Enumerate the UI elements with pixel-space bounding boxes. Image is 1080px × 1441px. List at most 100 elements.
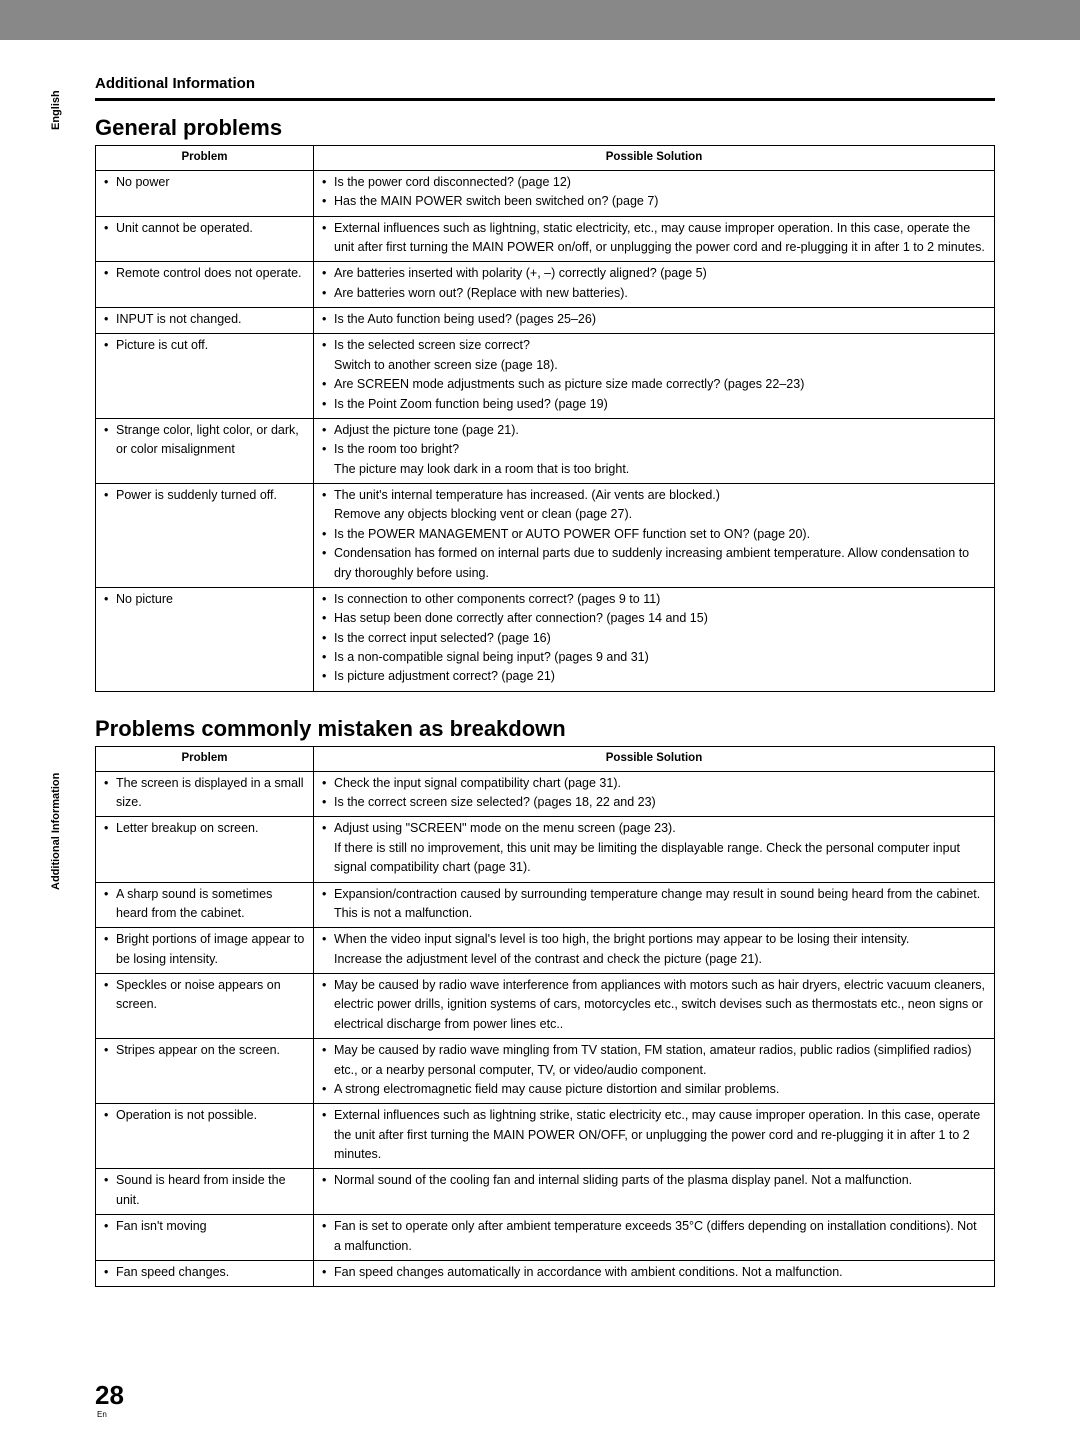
bullet: • — [104, 774, 116, 793]
bullet: • — [322, 1171, 334, 1190]
cell-text: When the video input signal's level is t… — [334, 930, 986, 949]
table-row: •No power•Is the power cord disconnected… — [96, 170, 995, 216]
cell-text: Normal sound of the cooling fan and inte… — [334, 1171, 986, 1190]
solution-cell: •Adjust using "SCREEN" mode on the menu … — [314, 817, 995, 882]
problem-cell: •Letter breakup on screen. — [96, 817, 314, 882]
th-problem: Problem — [96, 146, 314, 171]
bullet: • — [322, 192, 334, 211]
cell-text: No power — [116, 173, 305, 192]
cell-text: Remote control does not operate. — [116, 264, 305, 283]
cell-text: Expansion/contraction caused by surround… — [334, 885, 986, 924]
cell-text: Has the MAIN POWER switch been switched … — [334, 192, 986, 211]
cell-text: Has setup been done correctly after conn… — [334, 609, 986, 628]
cell-text: Speckles or noise appears on screen. — [116, 976, 305, 1015]
bullet: • — [322, 774, 334, 793]
solution-cell: •Expansion/contraction caused by surroun… — [314, 882, 995, 928]
cell-text: The screen is displayed in a small size. — [116, 774, 305, 813]
solution-cell: •May be caused by radio wave mingling fr… — [314, 1039, 995, 1104]
section-rule — [95, 98, 995, 101]
table-row: •Speckles or noise appears on screen.•Ma… — [96, 974, 995, 1039]
page-number: 28 — [95, 1380, 124, 1411]
cell-text: Fan speed changes automatically in accor… — [334, 1263, 986, 1282]
table-mistaken-breakdown: Problem Possible Solution •The screen is… — [95, 746, 995, 1287]
cell-text: Check the input signal compatibility cha… — [334, 774, 986, 793]
problem-cell: •No picture — [96, 587, 314, 691]
bullet: • — [104, 264, 116, 283]
table-row: •Picture is cut off.•Is the selected scr… — [96, 334, 995, 419]
bullet: • — [322, 173, 334, 192]
table-row: •Fan isn't moving• Fan is set to operate … — [96, 1215, 995, 1261]
cell-text: Is the correct input selected? (page 16) — [334, 629, 986, 648]
problem-cell: •Unit cannot be operated. — [96, 216, 314, 262]
cell-text: Are batteries inserted with polarity (+,… — [334, 264, 986, 283]
problem-cell: •Sound is heard from inside the unit. — [96, 1169, 314, 1215]
bullet: • — [104, 976, 116, 995]
cell-text: Are batteries worn out? (Replace with ne… — [334, 284, 986, 303]
bullet: • — [322, 667, 334, 686]
solution-cell: •Adjust the picture tone (page 21).•Is t… — [314, 418, 995, 483]
bullet: • — [322, 629, 334, 648]
cell-text: The picture may look dark in a room that… — [334, 460, 986, 479]
bullet: • — [322, 486, 334, 505]
cell-text: Picture is cut off. — [116, 336, 305, 355]
bullet: • — [104, 1171, 116, 1190]
solution-cell: •Normal sound of the cooling fan and int… — [314, 1169, 995, 1215]
bullet: • — [322, 1106, 334, 1125]
cell-text: External influences such as lightning, s… — [334, 219, 986, 258]
cell-text: INPUT is not changed. — [116, 310, 305, 329]
heading-general-problems: General problems — [95, 115, 995, 141]
th-solution: Possible Solution — [314, 146, 995, 171]
cell-text: Sound is heard from inside the unit. — [116, 1171, 305, 1210]
cell-text: A sharp sound is sometimes heard from th… — [116, 885, 305, 924]
bullet: • — [104, 1217, 116, 1236]
cell-text: No picture — [116, 590, 305, 609]
problem-cell: •Picture is cut off. — [96, 334, 314, 419]
page-lang: En — [97, 1410, 107, 1419]
problem-cell: •Fan isn't moving — [96, 1215, 314, 1261]
cell-text: Is the power cord disconnected? (page 12… — [334, 173, 986, 192]
bullet: • — [322, 395, 334, 414]
bullet: • — [104, 1106, 116, 1125]
bullet: • — [322, 375, 334, 394]
problem-cell: •Fan speed changes. — [96, 1260, 314, 1286]
section-header: Additional Information — [95, 75, 995, 92]
bullet: • — [104, 486, 116, 505]
bullet: • — [322, 284, 334, 303]
cell-text: If there is still no improvement, this u… — [334, 839, 986, 878]
bullet: • — [322, 609, 334, 628]
problem-cell: •Bright portions of image appear to be l… — [96, 928, 314, 974]
cell-text: Is the Point Zoom function being used? (… — [334, 395, 986, 414]
bullet: • — [322, 219, 334, 238]
table-row: •A sharp sound is sometimes heard from t… — [96, 882, 995, 928]
solution-cell: •Is the selected screen size correct?Swi… — [314, 334, 995, 419]
problem-cell: •The screen is displayed in a small size… — [96, 771, 314, 817]
bullet: • — [322, 544, 334, 563]
bullet: • — [104, 885, 116, 904]
solution-cell: •Is connection to other components corre… — [314, 587, 995, 691]
bullet: • — [104, 819, 116, 838]
bullet: • — [322, 310, 334, 329]
cell-text: Fan is set to operate only after ambient… — [334, 1217, 986, 1256]
cell-text: Is the selected screen size correct? — [334, 336, 986, 355]
cell-text: Bright portions of image appear to be lo… — [116, 930, 305, 969]
solution-cell: •Fan speed changes automatically in acco… — [314, 1260, 995, 1286]
cell-text: May be caused by radio wave mingling fro… — [334, 1041, 986, 1080]
bullet: • — [104, 421, 116, 440]
solution-cell: •External influences such as lightning s… — [314, 1104, 995, 1169]
bullet: • — [322, 440, 334, 459]
bullet: • — [104, 310, 116, 329]
cell-text: Is the POWER MANAGEMENT or AUTO POWER OF… — [334, 525, 986, 544]
cell-text: Fan speed changes. — [116, 1263, 305, 1282]
cell-text: Condensation has formed on internal part… — [334, 544, 986, 583]
problem-cell: •Remote control does not operate. — [96, 262, 314, 308]
table-row: •Unit cannot be operated. •External influ… — [96, 216, 995, 262]
cell-text: External influences such as lightning st… — [334, 1106, 986, 1164]
problem-cell: •Strange color, light color, or dark, or… — [96, 418, 314, 483]
bullet: • — [322, 1041, 334, 1060]
table-row: •Power is suddenly turned off.•The unit'… — [96, 484, 995, 588]
cell-text: Strange color, light color, or dark, or … — [116, 421, 305, 460]
solution-cell: •Check the input signal compatibility ch… — [314, 771, 995, 817]
table-row: •Sound is heard from inside the unit.•No… — [96, 1169, 995, 1215]
table-row: •No picture•Is connection to other compo… — [96, 587, 995, 691]
problem-cell: •No power — [96, 170, 314, 216]
